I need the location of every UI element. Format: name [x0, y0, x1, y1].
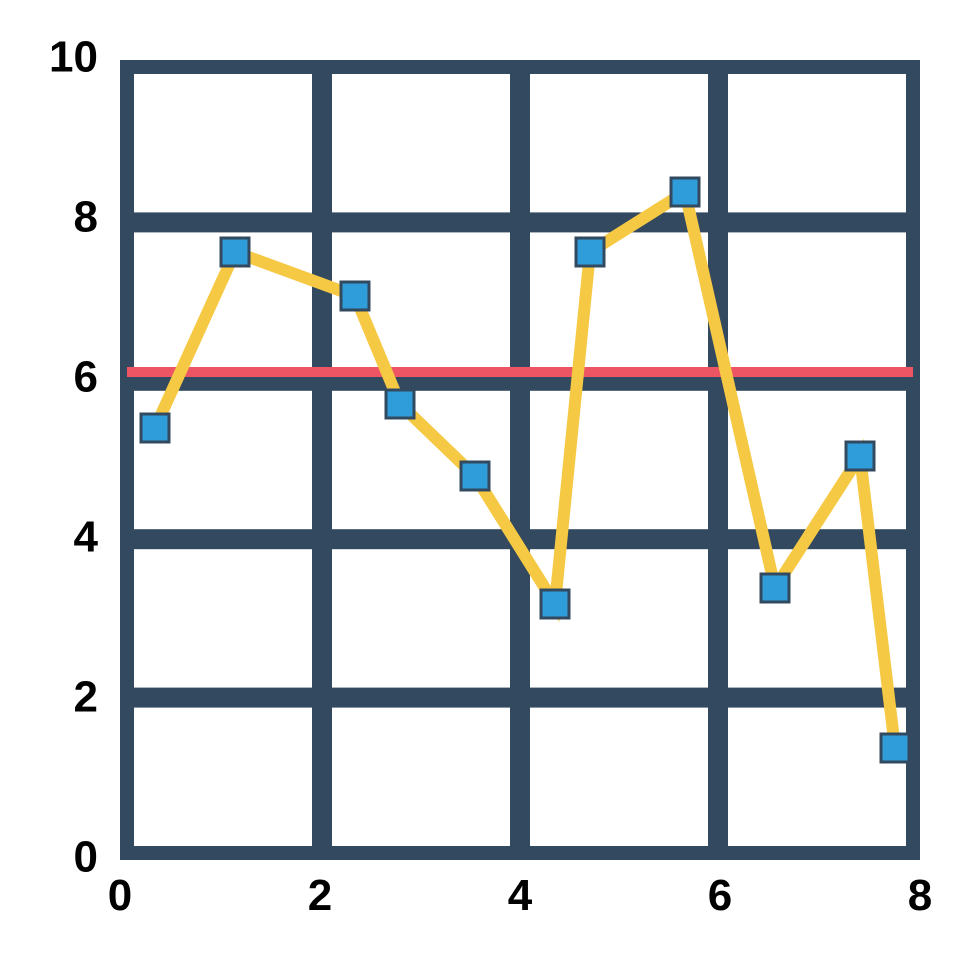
data-marker [671, 178, 699, 206]
x-tick-label: 6 [708, 871, 732, 920]
line-chart: 0 2 4 6 8 10 0 2 4 6 8 [0, 0, 980, 980]
x-tick-label: 0 [108, 871, 132, 920]
y-tick-label: 8 [74, 193, 98, 242]
y-tick-label: 0 [74, 833, 98, 882]
data-marker [386, 390, 414, 418]
x-tick-label: 8 [908, 871, 932, 920]
chart-grid [120, 60, 920, 860]
data-marker [221, 238, 249, 266]
x-tick-label: 4 [508, 871, 533, 920]
data-marker [576, 238, 604, 266]
y-tick-label: 2 [74, 673, 98, 722]
data-marker [541, 590, 569, 618]
data-marker [761, 574, 789, 602]
y-tick-label: 6 [74, 353, 98, 402]
data-marker [846, 442, 874, 470]
data-marker [341, 282, 369, 310]
y-tick-label: 4 [74, 513, 99, 562]
data-marker [461, 462, 489, 490]
x-tick-label: 2 [308, 871, 332, 920]
chart-svg: 0 2 4 6 8 10 0 2 4 6 8 [0, 0, 980, 980]
y-tick-label: 10 [49, 33, 98, 82]
data-marker [881, 734, 909, 762]
data-marker [141, 414, 169, 442]
